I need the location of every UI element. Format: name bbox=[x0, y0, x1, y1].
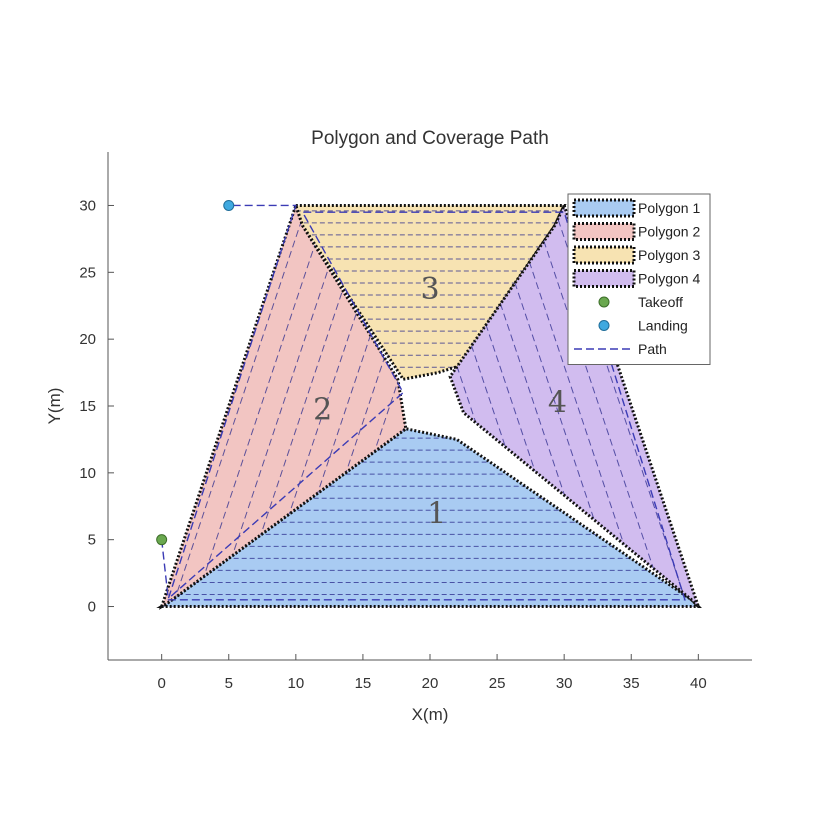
polygon-1-fill bbox=[161, 428, 699, 607]
x-tick-label: 40 bbox=[690, 675, 707, 692]
y-tick-label: 20 bbox=[79, 331, 96, 348]
legend-entry-label: Polygon 3 bbox=[638, 247, 700, 263]
legend-swatch-polygon bbox=[572, 222, 636, 241]
legend-entry-label: Path bbox=[638, 341, 667, 357]
legend-entry-label: Polygon 4 bbox=[638, 271, 700, 287]
chart-title: Polygon and Coverage Path bbox=[311, 128, 549, 149]
coverage-line bbox=[759, 179, 832, 634]
coverage-line bbox=[802, 179, 832, 634]
coverage-line bbox=[824, 179, 832, 634]
coverage-line bbox=[781, 179, 832, 634]
polygon-3-label: 3 bbox=[420, 272, 439, 307]
y-tick-label: 5 bbox=[88, 532, 96, 549]
coverage-line bbox=[0, 179, 36, 634]
coverage-line bbox=[716, 179, 832, 634]
legend-entry-label: Polygon 1 bbox=[638, 200, 700, 216]
x-tick-label: 25 bbox=[489, 675, 506, 692]
legend-swatch-takeoff bbox=[598, 296, 610, 308]
coverage-line bbox=[786, 179, 832, 634]
legend-entry-label: Takeoff bbox=[638, 294, 683, 310]
x-tick-label: 5 bbox=[225, 675, 233, 692]
x-tick-label: 20 bbox=[422, 675, 439, 692]
coverage-line bbox=[184, 205, 338, 607]
x-tick-label: 10 bbox=[287, 675, 304, 692]
takeoff-marker bbox=[156, 534, 168, 546]
polygon-4-label: 4 bbox=[548, 386, 567, 421]
y-tick-label: 25 bbox=[79, 264, 96, 281]
polygon-1-label: 1 bbox=[427, 497, 446, 532]
x-tick-label: 35 bbox=[623, 675, 640, 692]
y-axis-label: Y(m) bbox=[45, 388, 64, 425]
coverage-line bbox=[0, 179, 144, 634]
legend-entry-label: Polygon 2 bbox=[638, 224, 700, 240]
coverage-line bbox=[743, 179, 832, 634]
x-axis-label: X(m) bbox=[412, 705, 449, 724]
polygon-4-outline bbox=[448, 201, 700, 608]
coverage-line bbox=[807, 179, 832, 634]
polygon-2-outline bbox=[158, 200, 408, 610]
y-tick-label: 30 bbox=[79, 197, 96, 214]
legend-swatch-polygon bbox=[572, 269, 636, 288]
landing-marker bbox=[223, 199, 235, 211]
coverage-line bbox=[694, 205, 699, 607]
coverage-line bbox=[700, 179, 832, 634]
axes: 0 5 10 15 20 25 30 35 40 0 5 10 15 20 25 30 bbox=[79, 152, 752, 692]
y-tick-label: 10 bbox=[79, 465, 96, 482]
coverage-line bbox=[522, 205, 676, 607]
polygon-4-fill bbox=[450, 205, 699, 607]
coverage-line bbox=[765, 179, 832, 634]
y-tick-label: 0 bbox=[88, 599, 96, 616]
polygon-2-label: 2 bbox=[313, 392, 332, 427]
coverage-line bbox=[0, 179, 10, 634]
coverage-line bbox=[0, 179, 138, 634]
coverage-path-line bbox=[160, 204, 686, 601]
coverage-line bbox=[738, 179, 832, 634]
legend-swatch-landing bbox=[598, 320, 610, 331]
y-tick-label: 15 bbox=[79, 398, 96, 415]
polygon-2-fill bbox=[161, 205, 406, 607]
x-tick-label: 30 bbox=[556, 675, 573, 692]
coverage-line bbox=[722, 179, 832, 634]
legend: Polygon 1 Polygon 2 Polygon 3 Polygon 4 Take… bbox=[567, 193, 711, 365]
polygon-3-fill bbox=[295, 205, 565, 380]
x-tick-label: 15 bbox=[355, 675, 372, 692]
coverage-line bbox=[0, 179, 15, 634]
coverage-line bbox=[0, 179, 79, 634]
legend-swatch-polygon bbox=[572, 198, 636, 218]
coverage-line bbox=[162, 205, 316, 607]
coverage-line bbox=[0, 179, 31, 634]
legend-swatch-polygon bbox=[572, 245, 636, 265]
legend-entry-label: Landing bbox=[638, 318, 688, 334]
x-tick-label: 0 bbox=[157, 675, 165, 692]
